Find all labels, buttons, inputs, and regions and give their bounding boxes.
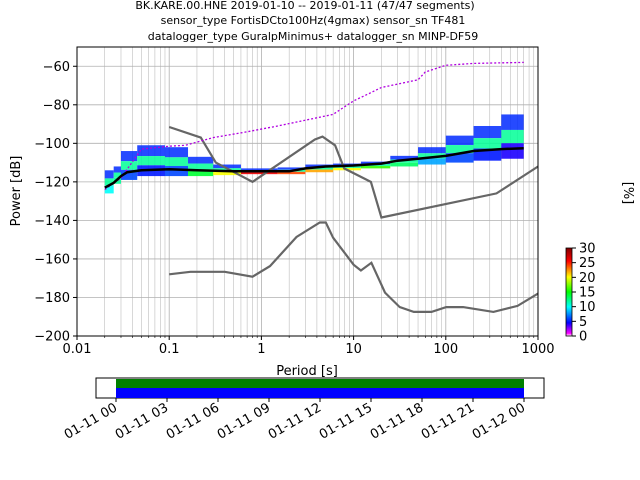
y-tick-label: −120 [34,175,70,190]
colorbar-gradient [565,247,573,337]
y-tick-label: −160 [34,252,70,267]
density-cell [360,166,391,169]
density-cell [501,143,524,159]
timeline-tick-label: 01-11 21 [419,400,477,442]
density-cell [277,171,306,175]
colorbar-tick-label: 10 [579,300,596,315]
timeline-tick-label: 01-11 18 [368,400,426,442]
density-cell [104,178,114,186]
timeline-tick-label: 01-11 15 [317,400,375,442]
density-cell [418,147,446,154]
density-cell [137,145,165,157]
x-axis-ticks: 0.01 0.1 1 10 100 1000 [63,336,555,357]
timeline-tick-label: 01-11 06 [164,400,222,442]
density-cell [305,169,334,173]
plot-background [77,47,538,336]
timeline-used-bar [116,388,524,398]
density-cell [120,151,138,162]
density-cell [137,156,165,166]
x-tick-label: 1 [257,342,265,357]
density-cell [240,168,278,171]
timeline-tick-label: 01-11 09 [215,400,273,442]
plot-frame [76,46,539,337]
y-axis-ticks: −60 −80 −100 −120 −140 −160 −180 −200 [34,60,77,345]
density-cell [120,161,138,170]
y-tick-label: −200 [34,330,70,345]
noise-model-high-line [168,125,539,219]
density-cell [473,138,502,149]
density-cell [445,135,474,146]
y-tick-label: −180 [34,291,70,306]
density-cell [418,158,446,165]
y-tick-label: −60 [43,60,70,75]
timeline-tick-label: 01-11 12 [266,400,324,442]
density-cell [445,145,474,154]
density-cell [418,153,446,159]
density-cell [213,171,241,176]
density-cell [120,169,138,180]
density-cell [473,125,502,139]
colorbar-label: [%] [620,182,635,205]
timeline-tick-label: 01-11 03 [113,400,171,442]
colorbar-tick-label: 15 [579,286,596,301]
timeline-data-bar [116,379,524,388]
x-axis-label: Period [s] [276,364,338,379]
x-tick-label: 0.1 [159,342,180,357]
colorbar-tick-label: 20 [579,271,596,286]
timeline-tick-label: 01-11 00 [62,400,120,442]
colorbar-tick-label: 5 [579,315,587,330]
x-tick-label: 0.01 [63,342,92,357]
density-cell [164,147,189,158]
y-tick-label: −100 [34,137,70,152]
density-cell [104,185,114,194]
density-cell [113,172,121,178]
colorbar-tick-label: 25 [579,256,596,271]
density-cell [113,166,121,173]
density-cell [213,164,241,169]
density-cell [164,165,189,177]
density-cell [188,156,214,164]
density-cell [305,167,334,170]
density-cell [188,163,214,170]
title-line-2: sensor_type FortisDCto100Hz(4gmax) senso… [161,14,466,27]
chart-title: BK.KARE.00.HNE 2019-01-10 -- 2019-01-11 … [135,0,478,43]
x-tick-label: 10 [345,342,362,357]
density-cell [277,167,306,170]
density-cell [501,114,524,130]
y-tick-label: −80 [43,98,70,113]
y-axis-label: Power [dB] [9,156,24,227]
x-tick-label: 100 [433,342,458,357]
density-cell [390,162,419,167]
curve-layer [104,61,539,314]
density-cell [390,155,419,160]
plot-area: 0.01 0.1 1 10 100 1000 −60 −80 −100 −120 −140 −160… [9,46,555,379]
noise-model-low-line [169,221,539,314]
x-tick-label: 1000 [521,342,554,357]
density-cell [213,168,241,172]
colorbar-tick-label: 0 [579,330,587,345]
colorbar-tick-label: 30 [579,242,596,257]
density-cell [445,153,474,163]
density-cell [240,172,278,175]
density-cell [104,170,114,179]
grid-layer [76,47,538,337]
title-line-1: BK.KARE.00.HNE 2019-01-10 -- 2019-01-11 … [135,0,474,12]
title-line-3: datalogger_type GuralpMinimus+ datalogge… [148,30,479,43]
density-cell [501,129,524,144]
density-cell [164,157,189,166]
mode-line [104,146,524,189]
maximum-envelope-line [104,61,524,191]
y-tick-label: −140 [34,214,70,229]
density-cell [188,169,214,177]
timeline-tick-label: 01-12 00 [470,400,528,442]
